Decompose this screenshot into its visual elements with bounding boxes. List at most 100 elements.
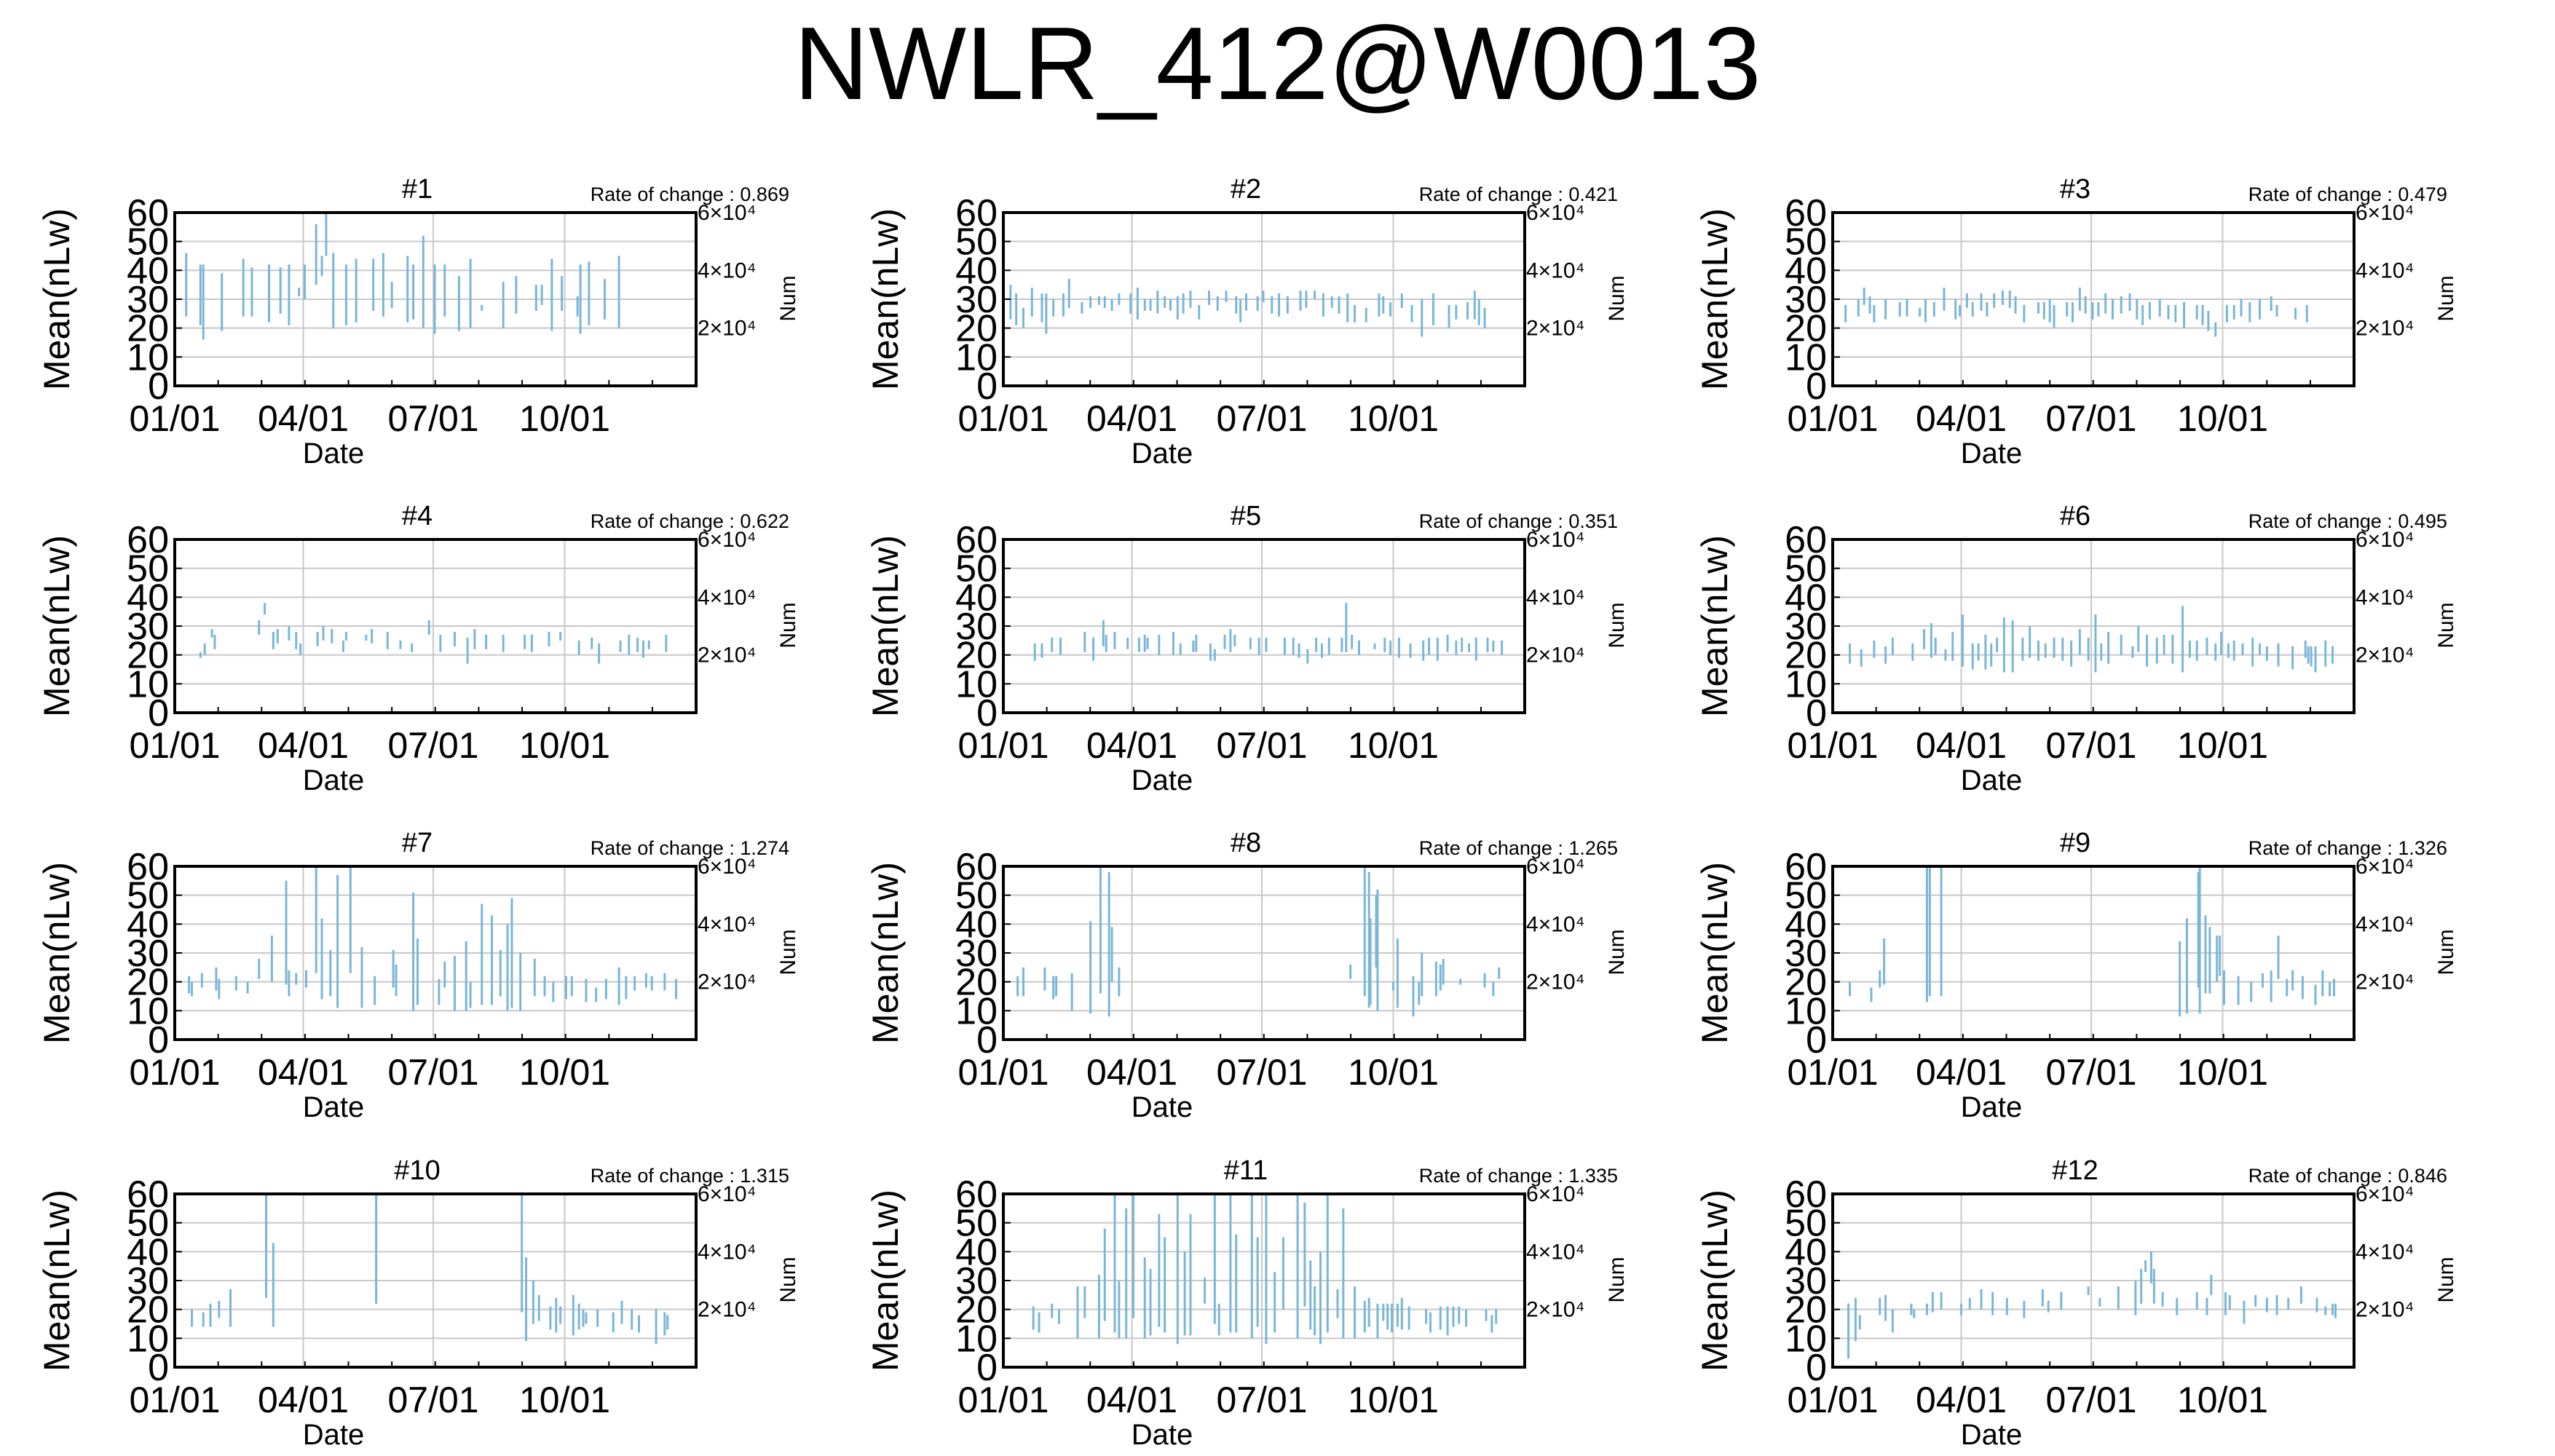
x-tick-label: 10/01	[519, 725, 610, 766]
y-tick-label: 30	[1785, 279, 1827, 321]
y2-tick-label: 2×10⁴	[2355, 970, 2414, 994]
y-tick-label: 0	[976, 365, 998, 408]
y-tick-label: 50	[127, 1203, 169, 1245]
y2-axis-label: Num	[776, 602, 800, 648]
y-tick-label: 10	[127, 990, 169, 1032]
x-tick-label: 04/01	[258, 1380, 349, 1420]
y2-tick-label: 4×10⁴	[1526, 585, 1584, 609]
x-tick-label: 10/01	[519, 1380, 610, 1420]
x-tick-label: 01/01	[957, 1380, 1049, 1420]
y-tick-label: 0	[1806, 365, 1827, 408]
y-axis-label: Mean(nLw)	[1694, 208, 1735, 390]
y-axis-label: Mean(nLw)	[36, 1190, 77, 1372]
y-tick-label: 60	[955, 519, 998, 561]
y-tick-label: 60	[955, 846, 998, 888]
x-axis-label: Date	[303, 1419, 365, 1451]
y-tick-label: 40	[1785, 1231, 1827, 1273]
x-axis-label: Date	[1961, 1091, 2023, 1123]
y-tick-label: 40	[127, 903, 169, 946]
y-tick-label: 50	[1785, 548, 1827, 590]
y2-tick-label: 4×10⁴	[698, 912, 756, 936]
x-tick-label: 07/01	[1216, 1380, 1307, 1420]
x-tick-label: 10/01	[2177, 1052, 2268, 1093]
y-tick-label: 20	[127, 1289, 169, 1332]
y-tick-label: 40	[127, 577, 169, 619]
y-tick-label: 10	[955, 336, 998, 379]
figure-title: NWLR_412@W0013	[794, 6, 1761, 122]
y-tick-label: 0	[148, 1347, 169, 1389]
x-tick-label: 04/01	[258, 398, 349, 439]
y-tick-label: 30	[955, 279, 998, 321]
y-tick-label: 30	[1785, 606, 1827, 648]
rate-of-change-label: Rate of change : 1.326	[2248, 837, 2447, 859]
y-tick-label: 30	[127, 1260, 169, 1302]
x-axis-label: Date	[1132, 438, 1193, 470]
y2-axis-label: Num	[776, 1257, 800, 1302]
panel-title: #1	[402, 174, 433, 205]
x-tick-label: 10/01	[2177, 725, 2268, 766]
y-tick-label: 30	[127, 606, 169, 648]
y-tick-label: 10	[955, 990, 998, 1032]
rate-of-change-label: Rate of change : 0.622	[591, 510, 789, 532]
panel-title: #3	[2060, 174, 2090, 205]
y2-tick-label: 2×10⁴	[2355, 644, 2414, 668]
y-tick-label: 10	[955, 663, 998, 705]
y-tick-label: 20	[955, 635, 998, 677]
y-tick-label: 50	[955, 221, 998, 264]
y2-axis-label: Num	[776, 929, 800, 975]
y-tick-label: 10	[1785, 1318, 1827, 1360]
y-tick-label: 40	[1785, 250, 1827, 292]
y-tick-label: 20	[955, 1289, 998, 1332]
y-tick-label: 30	[127, 933, 169, 975]
x-axis-label: Date	[1132, 764, 1193, 796]
x-tick-label: 01/01	[129, 1052, 220, 1093]
y-tick-label: 40	[127, 250, 169, 292]
y2-tick-label: 6×10⁴	[1526, 1182, 1584, 1206]
y-tick-label: 50	[127, 875, 169, 917]
y2-tick-label: 2×10⁴	[2355, 317, 2414, 341]
y2-tick-label: 2×10⁴	[698, 1298, 756, 1322]
x-tick-label: 01/01	[1787, 398, 1878, 439]
y2-axis-label: Num	[1605, 602, 1629, 648]
y-tick-label: 50	[1785, 221, 1827, 264]
y-tick-label: 0	[148, 1019, 169, 1061]
y-tick-label: 0	[1806, 692, 1827, 735]
panel-title: #7	[402, 828, 433, 858]
x-tick-label: 10/01	[519, 398, 610, 439]
y-tick-label: 30	[955, 1260, 998, 1302]
y2-tick-label: 6×10⁴	[1526, 855, 1584, 879]
y2-axis-label: Num	[2434, 929, 2458, 975]
x-tick-label: 04/01	[258, 725, 349, 766]
x-axis-label: Date	[303, 764, 365, 796]
x-axis-label: Date	[303, 438, 365, 470]
y-tick-label: 0	[148, 692, 169, 735]
y-axis-label: Mean(nLw)	[865, 208, 906, 390]
y2-tick-label: 4×10⁴	[698, 585, 756, 609]
y2-axis-label: Num	[2434, 1257, 2458, 1302]
x-tick-label: 04/01	[1916, 725, 2007, 766]
panel-title: #4	[402, 501, 433, 531]
x-axis-label: Date	[1961, 438, 2023, 470]
y2-tick-label: 2×10⁴	[698, 317, 756, 341]
y-tick-label: 50	[955, 548, 998, 590]
y-tick-label: 60	[955, 192, 998, 234]
y-tick-label: 20	[127, 635, 169, 677]
x-tick-label: 01/01	[1787, 1380, 1878, 1420]
x-tick-label: 07/01	[2045, 1052, 2136, 1093]
x-tick-label: 04/01	[1916, 1052, 2007, 1093]
x-tick-label: 01/01	[129, 398, 220, 439]
y2-axis-label: Num	[776, 275, 800, 321]
y-axis-label: Mean(nLw)	[865, 535, 906, 717]
x-tick-label: 04/01	[258, 1052, 349, 1093]
y2-axis-label: Num	[2434, 275, 2458, 321]
y-tick-label: 20	[127, 962, 169, 1004]
